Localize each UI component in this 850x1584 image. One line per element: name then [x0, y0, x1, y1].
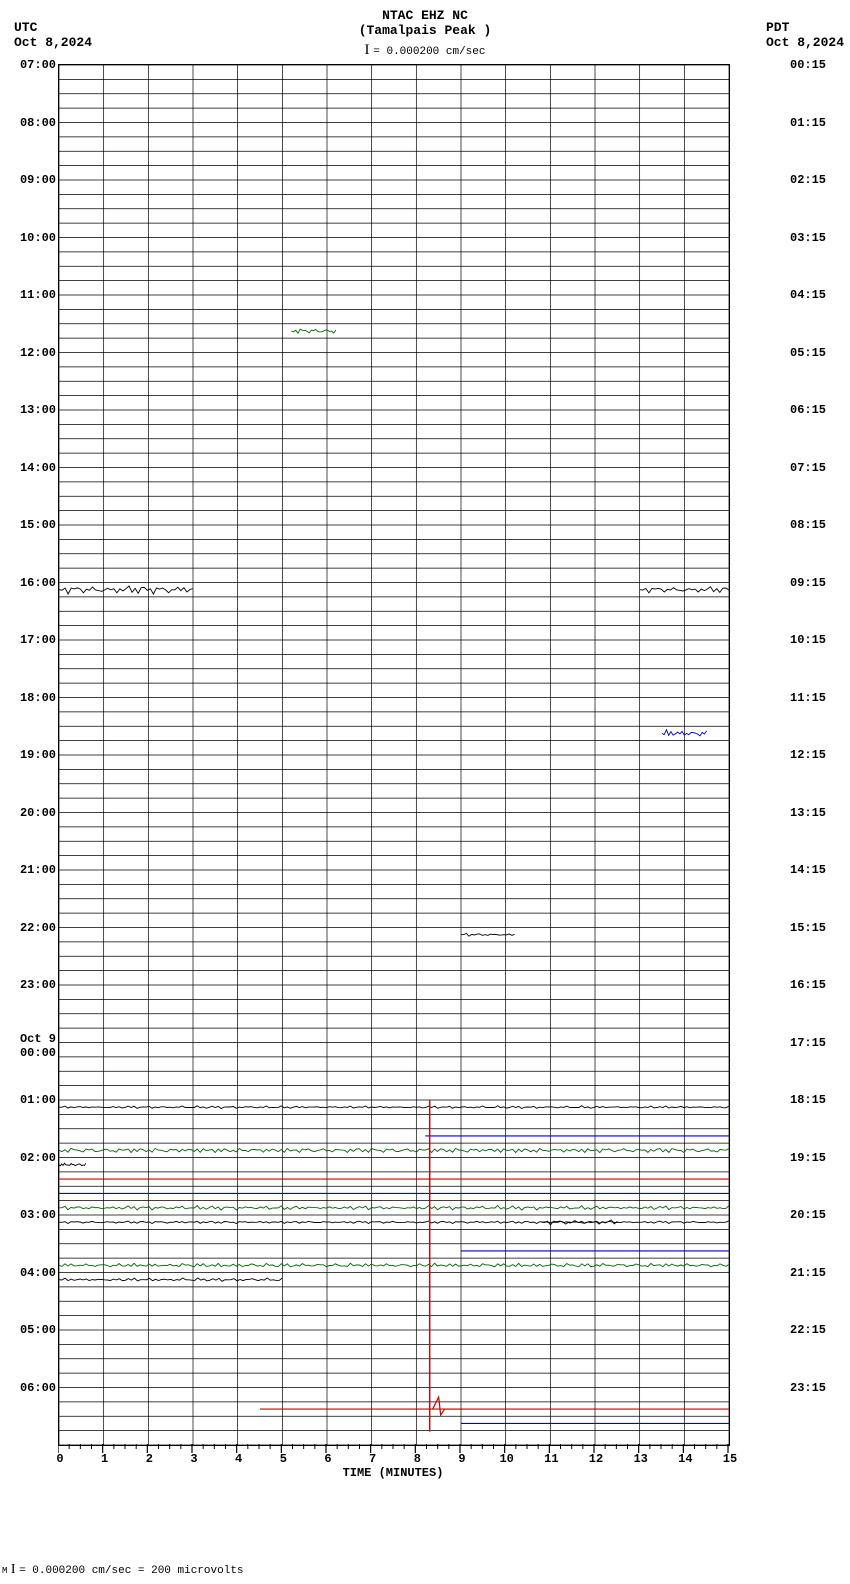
pdt-hour-label: 13:15 — [790, 806, 850, 820]
helicorder-plot — [58, 64, 730, 1446]
pdt-hour-label: 01:15 — [790, 116, 850, 130]
pdt-hour-label: 23:15 — [790, 1381, 850, 1395]
utc-hour-label: 17:00 — [0, 633, 56, 647]
utc-hour-label: 11:00 — [0, 288, 56, 302]
chart-header: UTC Oct 8,2024 NTAC EHZ NC (Tamalpais Pe… — [0, 6, 850, 54]
scale-label: I = 0.000200 cm/sec — [0, 42, 850, 59]
utc-hour-label: 16:00 — [0, 576, 56, 590]
utc-hour-label: 22:00 — [0, 921, 56, 935]
pdt-hour-label: 00:15 — [790, 58, 850, 72]
utc-hour-label: 08:00 — [0, 116, 56, 130]
utc-hour-label: 05:00 — [0, 1323, 56, 1337]
utc-hour-label: 13:00 — [0, 403, 56, 417]
utc-hour-label: Oct 900:00 — [0, 1032, 56, 1060]
station-code: NTAC EHZ NC — [0, 8, 850, 23]
pdt-hour-label: 16:15 — [790, 978, 850, 992]
pdt-hour-label: 14:15 — [790, 863, 850, 877]
pdt-hour-label: 19:15 — [790, 1151, 850, 1165]
pdt-hour-label: 15:15 — [790, 921, 850, 935]
utc-hour-label: 03:00 — [0, 1208, 56, 1222]
pdt-hour-label: 22:15 — [790, 1323, 850, 1337]
utc-hour-label: 06:00 — [0, 1381, 56, 1395]
pdt-header: PDT Oct 8,2024 — [766, 20, 844, 50]
station-name: (Tamalpais Peak ) — [0, 23, 850, 38]
utc-hour-label: 10:00 — [0, 231, 56, 245]
pdt-label: PDT — [766, 20, 844, 35]
pdt-hour-label: 11:15 — [790, 691, 850, 705]
footer-scale: M I = 0.000200 cm/sec = 200 microvolts — [2, 1562, 244, 1578]
utc-hour-label: 15:00 — [0, 518, 56, 532]
pdt-hour-label: 21:15 — [790, 1266, 850, 1280]
pdt-hour-label: 08:15 — [790, 518, 850, 532]
pdt-date: Oct 8,2024 — [766, 35, 844, 50]
seismogram-page: UTC Oct 8,2024 NTAC EHZ NC (Tamalpais Pe… — [0, 0, 850, 1584]
utc-hour-label: 09:00 — [0, 173, 56, 187]
pdt-hour-label: 20:15 — [790, 1208, 850, 1222]
utc-hour-label: 12:00 — [0, 346, 56, 360]
pdt-hour-label: 12:15 — [790, 748, 850, 762]
pdt-hour-label: 02:15 — [790, 173, 850, 187]
pdt-hour-label: 03:15 — [790, 231, 850, 245]
pdt-hour-label: 05:15 — [790, 346, 850, 360]
utc-hour-label: 19:00 — [0, 748, 56, 762]
utc-hour-label: 07:00 — [0, 58, 56, 72]
utc-hour-label: 20:00 — [0, 806, 56, 820]
utc-hour-label: 18:00 — [0, 691, 56, 705]
utc-hour-label: 02:00 — [0, 1151, 56, 1165]
utc-hour-label: 04:00 — [0, 1266, 56, 1280]
utc-hour-label: 14:00 — [0, 461, 56, 475]
utc-hour-label: 21:00 — [0, 863, 56, 877]
pdt-hour-label: 09:15 — [790, 576, 850, 590]
utc-hour-label: 23:00 — [0, 978, 56, 992]
pdt-hour-label: 04:15 — [790, 288, 850, 302]
utc-hour-label: 01:00 — [0, 1093, 56, 1107]
station-header: NTAC EHZ NC (Tamalpais Peak ) — [0, 8, 850, 38]
pdt-hour-label: 06:15 — [790, 403, 850, 417]
pdt-hour-label: 10:15 — [790, 633, 850, 647]
pdt-hour-label: 17:15 — [790, 1036, 850, 1050]
pdt-hour-label: 07:15 — [790, 461, 850, 475]
pdt-hour-label: 18:15 — [790, 1093, 850, 1107]
